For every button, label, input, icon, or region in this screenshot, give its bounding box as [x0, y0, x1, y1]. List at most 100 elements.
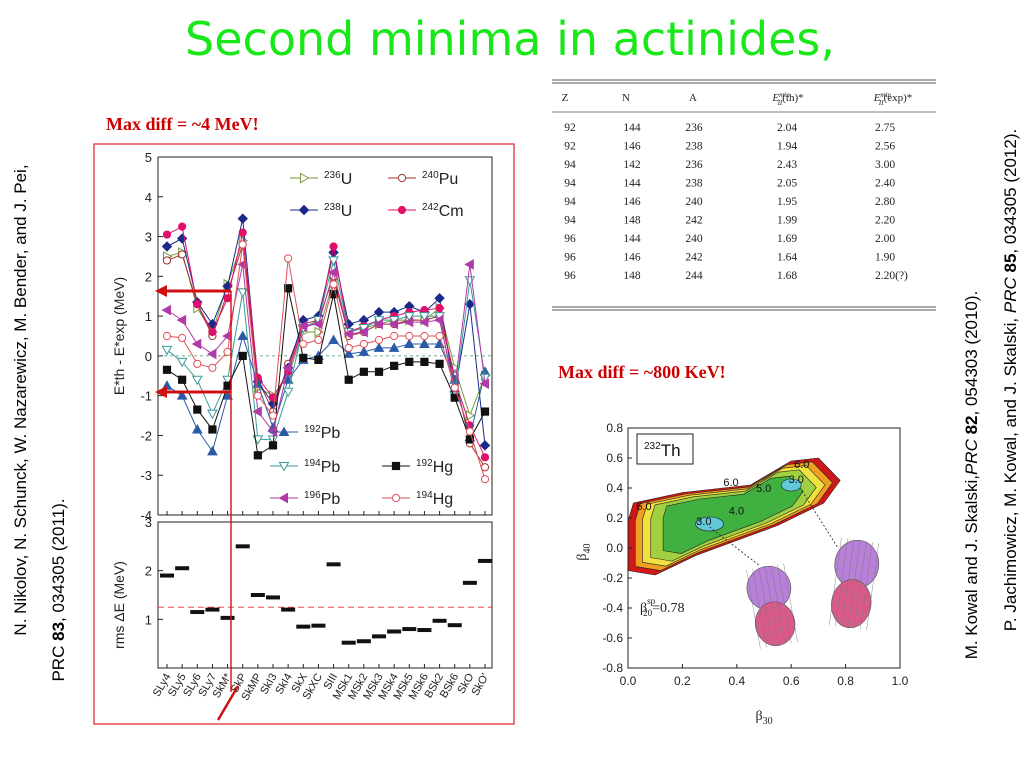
data-point-marker [435, 304, 444, 313]
data-point-marker [420, 357, 429, 366]
x-tick-label: 0.0 [620, 674, 637, 688]
contour-label: 6.0 [794, 459, 809, 471]
legend-entry: 242Cm [388, 202, 464, 220]
data-point-marker [480, 407, 490, 416]
data-point-marker [435, 331, 444, 341]
data-point-marker [397, 173, 407, 183]
legend-label: 196Pb [304, 490, 340, 508]
y-tick-label: -2 [140, 428, 152, 443]
data-point-marker [162, 365, 172, 374]
data-point-marker [253, 451, 262, 460]
data-point-marker [390, 331, 399, 341]
max-diff-left-note: Max diff = ~4 MeV! [106, 114, 259, 134]
data-point-marker [278, 492, 288, 504]
pointer-line [709, 526, 761, 567]
data-point-marker [207, 445, 218, 456]
legend-entry: 238U [290, 202, 352, 220]
data-point-marker [434, 293, 445, 304]
data-point-marker [343, 348, 355, 358]
data-point-marker [464, 259, 474, 270]
data-point-marker [282, 362, 293, 374]
rms-bar [462, 580, 477, 585]
y-tick-label: 1 [145, 309, 152, 324]
data-point-marker [208, 425, 217, 434]
data-point-marker [193, 405, 202, 414]
rms-bar [296, 624, 311, 629]
data-point-marker [479, 378, 489, 390]
legend-label: 238U [324, 202, 352, 220]
x-tick-label: 0.2 [674, 674, 691, 688]
series-line [166, 334, 486, 453]
series-line [166, 244, 486, 480]
legend-entry: 192Hg [382, 458, 453, 476]
legend-entry: 196Pb [270, 490, 340, 508]
nucleus-shape [746, 563, 798, 649]
series-line [166, 260, 486, 440]
data-point-marker [193, 359, 202, 368]
data-point-marker [191, 423, 203, 434]
data-point-marker [284, 284, 293, 293]
data-point-marker [479, 373, 491, 384]
rms-bar [341, 640, 356, 645]
data-point-marker [420, 331, 429, 341]
rms-bar [417, 628, 432, 633]
minimum-region [780, 478, 802, 492]
rms-bar [235, 544, 250, 549]
data-point-marker [208, 327, 217, 337]
data-point-marker [278, 426, 290, 436]
data-point-marker [405, 357, 414, 366]
beta20-annotation: βsp 20=0.78 [640, 596, 685, 618]
data-point-marker [161, 241, 173, 252]
rms-bar [220, 615, 235, 620]
rms-bar [447, 623, 462, 628]
rms-bar [478, 558, 492, 563]
data-point-marker [373, 342, 385, 352]
rms-bar [356, 639, 371, 644]
data-point-marker [267, 435, 279, 445]
data-point-marker [314, 326, 324, 338]
legend-label: 194Hg [416, 490, 453, 508]
arrow-head [155, 285, 167, 297]
data-point-marker [358, 346, 370, 356]
lower-plot-frame [157, 521, 493, 669]
series-196Pb [161, 259, 489, 437]
y-tick-label: -4 [140, 508, 152, 523]
legend-label: 194Pb [304, 458, 340, 476]
data-point-marker [450, 383, 459, 392]
y-tick-label: 0.0 [606, 541, 623, 555]
rms-bar [175, 566, 190, 571]
data-point-marker [388, 318, 399, 330]
series-line [166, 225, 486, 458]
x-tick-label: 1.0 [892, 674, 909, 688]
data-point-marker [193, 300, 202, 309]
data-point-marker [162, 256, 172, 265]
data-point-marker [480, 475, 490, 484]
data-point-marker [419, 338, 430, 348]
y-tick-label: -3 [140, 468, 152, 483]
data-point-marker [374, 335, 384, 345]
rms-bar [432, 618, 447, 623]
legend-label: 192Hg [416, 458, 453, 476]
legend-entry: 240Pu [388, 170, 458, 188]
series-line [166, 240, 486, 418]
data-point-marker [403, 312, 415, 322]
data-point-marker [373, 318, 383, 330]
data-point-marker [328, 267, 338, 278]
y-tick-label: 3 [145, 230, 152, 245]
data-point-marker [238, 240, 247, 249]
y-axis-label: β40 [575, 543, 593, 560]
y-tick-label: 0.8 [606, 421, 623, 435]
series-line [166, 264, 486, 433]
y-tick-label: -0.6 [602, 631, 623, 645]
y-tick-label: -0.4 [602, 601, 623, 615]
y-tick-label: 1 [145, 612, 152, 627]
skm-underline [216, 685, 240, 721]
data-point-marker [435, 359, 444, 368]
x-tick-label: 0.4 [728, 674, 745, 688]
legend-entry: 194Hg [382, 490, 453, 508]
data-point-marker [176, 357, 188, 368]
data-point-marker [268, 441, 278, 450]
data-point-marker [162, 331, 172, 341]
data-point-marker [314, 335, 323, 345]
